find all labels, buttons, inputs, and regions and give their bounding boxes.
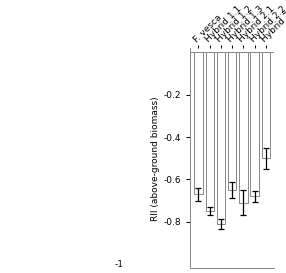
Bar bbox=[228, 52, 236, 190]
Bar bbox=[217, 52, 225, 224]
Text: -1: -1 bbox=[115, 260, 124, 269]
Bar bbox=[194, 52, 203, 194]
Bar bbox=[239, 52, 248, 203]
Bar bbox=[251, 52, 259, 196]
Bar bbox=[262, 52, 270, 158]
Y-axis label: RII (above-ground biomass): RII (above-ground biomass) bbox=[151, 96, 160, 221]
Bar bbox=[206, 52, 214, 211]
